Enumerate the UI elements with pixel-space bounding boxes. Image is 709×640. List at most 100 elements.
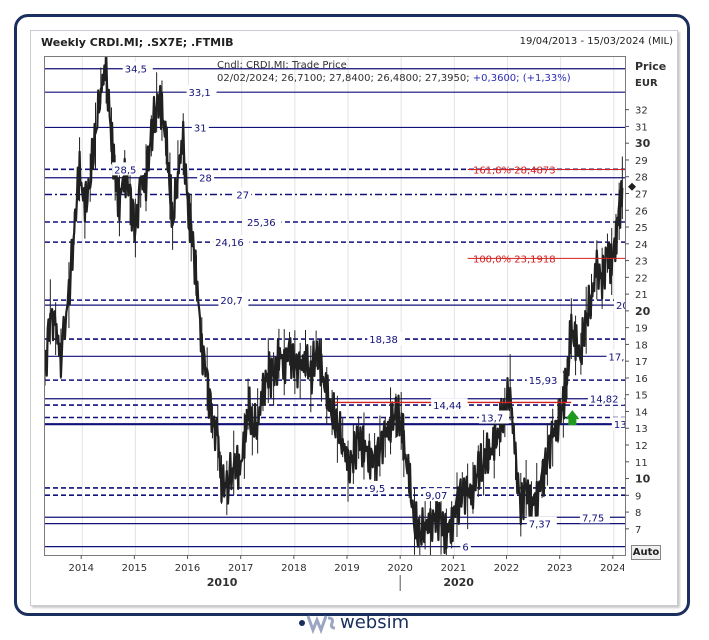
time-tick-label: 2014 [68,563,93,574]
level-label-bg [579,510,610,524]
level-label: 7,37 [529,520,551,531]
time-tick-label: 2024 [600,563,624,574]
level-label: 33,1 [189,88,211,99]
auto-scale-button[interactable]: Auto [631,545,661,560]
time-tick-label: 2015 [122,563,147,574]
price-tick-label: 27 [635,189,648,200]
level-label-bg [122,61,153,75]
plot-area[interactable]: 161,8% 28,4873 100,0% 23,1918 34,5 33,1 31 28… [44,56,626,556]
time-tick-label: 2017 [228,563,253,574]
price-tick-label: 28 [635,173,648,184]
level-label: 18,38 [369,335,398,346]
level-label-bg [191,120,209,134]
time-axis-svg: 2014 2015 2016 2017 2018 2019 2020 2021 2022 2023… [68,555,626,591]
level-label: 27 [236,190,249,201]
level-label: 25,36 [247,218,276,229]
level-label-bg [478,410,509,424]
price-tick-label: 19 [635,324,648,335]
price-axis-title: Price [635,60,666,73]
level-label: 28 [199,174,212,185]
price-tick-label: 32 [635,106,648,117]
legend-values: 02/02/2024; 26,7100; 27,8400; 26,4800; 2… [217,72,571,85]
price-tick-label: 13 [635,424,648,435]
price-tick-label: 21 [635,290,648,301]
level-label-bg [606,349,625,363]
level-label: 28,5 [114,165,136,176]
level-label-bg [611,417,625,431]
legend-change: +0,3600; (+1,33%) [472,73,571,84]
level-label-bg [613,298,625,312]
price-tick-label: 7 [635,525,641,536]
level-label: 15,93 [529,376,558,387]
date-range: 19/04/2013 - 15/03/2024 (MIL) [519,36,673,47]
time-tick-label: 2016 [175,563,200,574]
level-label-bg [186,85,217,99]
level-label: 20,4 [616,301,625,312]
price-tick-label: 12 [635,441,648,452]
websim-logo-icon [299,615,336,634]
price-tick-label: 24 [635,240,648,251]
level-label-bg [526,516,557,530]
fib-label: 100,0% 23,1918 [473,254,556,265]
price-tick-label: 30 [635,137,651,150]
time-tick-label: 2021 [441,563,466,574]
time-tick-label: 2022 [494,563,519,574]
level-label-bg [423,488,454,502]
level-label-bg [218,293,249,307]
price-tick-label: 8 [635,508,641,519]
level-label-bg [431,398,468,412]
level-label-bg [213,235,250,249]
level-label-bg [367,480,391,494]
price-tick-label: 18 [635,340,648,351]
level-label: 6 [462,543,468,554]
level-label: 24,16 [215,238,244,249]
legend-ohlc: 02/02/2024; 26,7100; 27,8400; 26,4800; 2… [217,73,470,84]
price-tick-label: 11 [635,458,648,469]
level-label-bg [197,170,215,184]
chart-title: Weekly CRDI.MI; .SX7E; .FTMIB [41,36,234,49]
time-tick-label: 2023 [547,563,572,574]
level-label-bg [587,391,625,405]
price-series [45,57,624,555]
legend-series: Cndl; CRDI.MI; Trade Price [217,60,347,71]
time-era-label: 2010 [207,576,238,589]
price-tick-label: 20 [635,305,651,318]
level-label-bg [367,332,404,346]
price-tick-label: 31 [635,122,648,133]
buy-signal-arrow-icon [565,410,580,426]
price-chart-svg: 161,8% 28,4873 100,0% 23,1918 34,5 33,1 31 28… [45,57,625,555]
price-tick-label: 17 [635,357,648,368]
price-tick-label: 9 [635,491,641,502]
level-label: 9,5 [369,484,385,495]
level-label-bg [245,214,282,228]
level-label: 13,3 [614,420,625,431]
price-tick-label: 29 [635,156,648,167]
level-label-bg [234,187,252,201]
price-tick-label: 10 [635,473,651,486]
last-price-marker-icon [628,182,636,191]
price-tick-label: 15 [635,391,648,402]
level-label: 13,7 [481,414,503,425]
level-label: 14,44 [433,401,462,412]
level-label: 34,5 [125,65,147,76]
level-label-bg [526,373,564,387]
level-label: 31 [194,123,207,134]
level-label: 7,75 [582,513,604,524]
level-label: 9,07 [425,491,447,502]
price-tick-label: 22 [635,273,648,284]
price-tick-label: 23 [635,257,648,268]
price-tick-label: 26 [635,206,648,217]
price-tick-label: 16 [635,374,648,385]
chart-panel: Weekly CRDI.MI; .SX7E; .FTMIB 19/04/2013… [30,30,678,606]
time-era-label: 2020 [443,576,474,589]
time-tick-label: 2020 [387,563,412,574]
brand-name: websim [340,612,410,633]
price-tick-label: 25 [635,223,648,234]
level-label: 17,35 [609,352,625,363]
legend: Cndl; CRDI.MI; Trade Price 02/02/2024; 2… [217,59,571,85]
price-axis: 7 8 9 10 11 12 13 14 15 16 17 18 19 20 21 22 23 24 25 26 27 2… [625,56,677,556]
price-tick-label: 14 [635,407,648,418]
level-label-bg [460,539,471,553]
level-label-bg [112,162,143,176]
price-axis-svg: 7 8 9 10 11 12 13 14 15 16 17 18 19 20 21 22 23 24 25 26 27 2… [625,60,666,536]
